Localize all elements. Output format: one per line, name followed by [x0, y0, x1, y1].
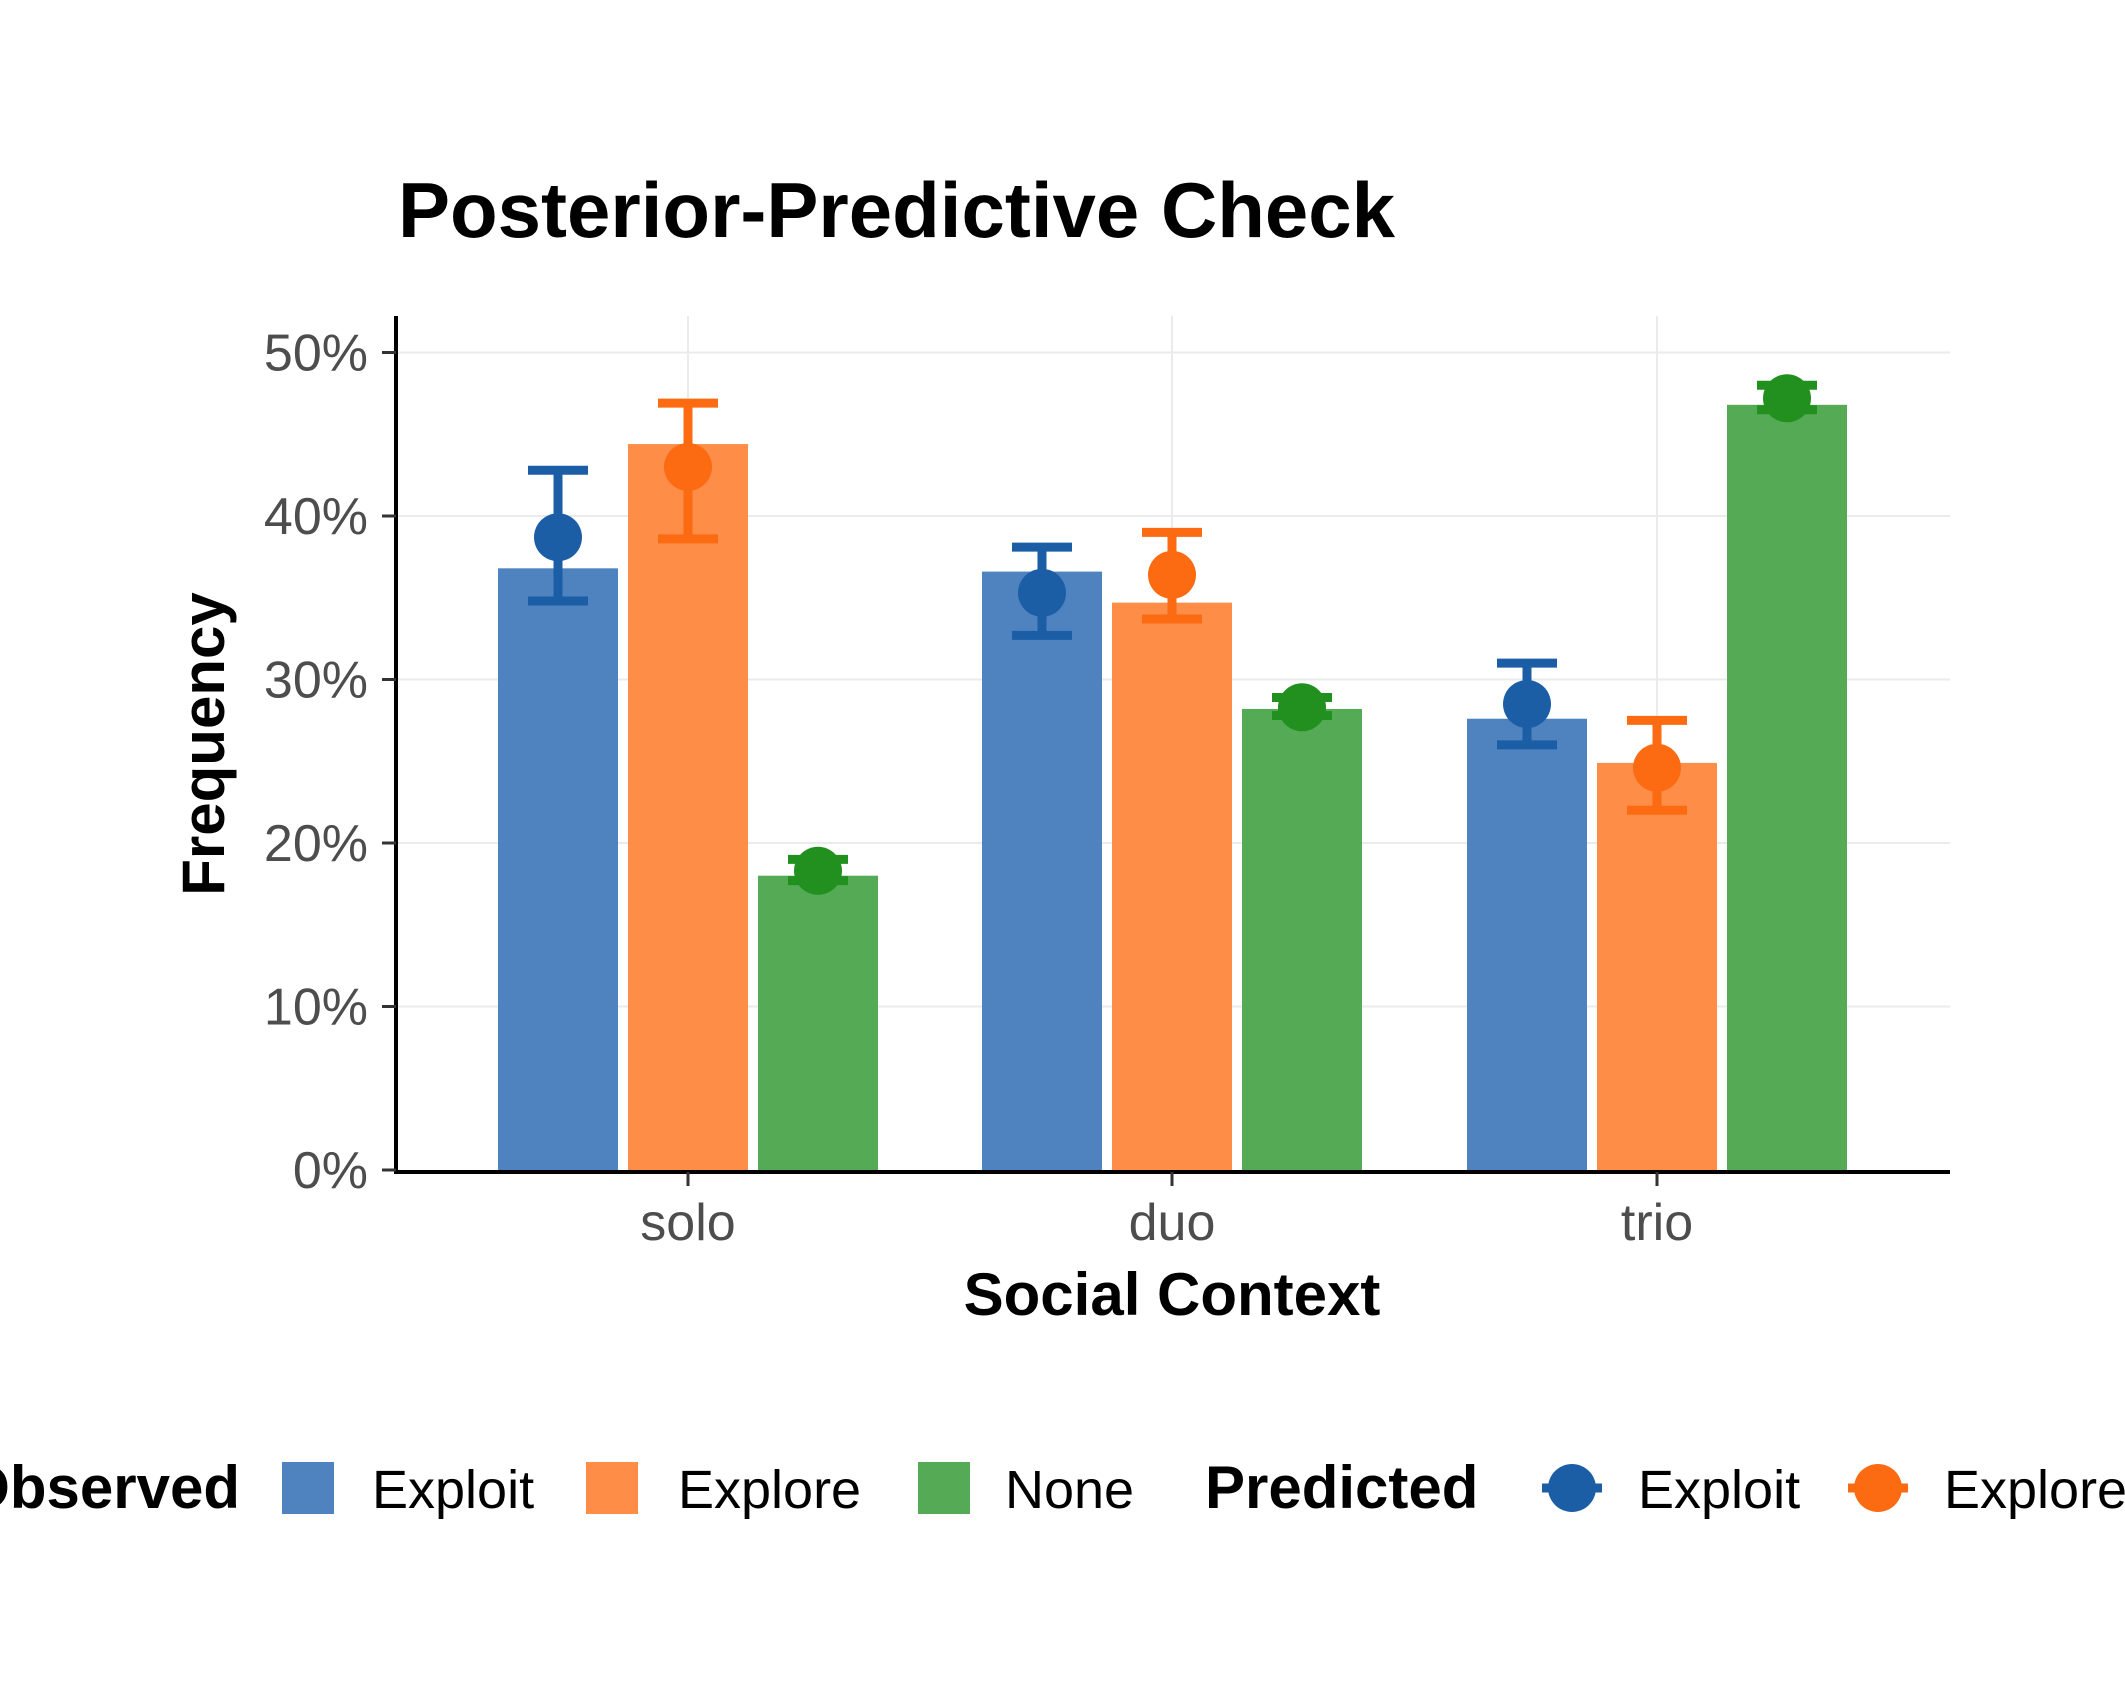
legend-key-observed-exploit [282, 1462, 334, 1514]
legend-key-observed-explore [586, 1462, 638, 1514]
point-predicted-explore-duo [1142, 527, 1202, 624]
observed-bars [498, 404, 1847, 1170]
point-marker [1633, 743, 1681, 792]
point-marker [1503, 680, 1551, 729]
x-tick-label-duo: duo [1129, 1194, 1216, 1252]
predicted-points [528, 374, 1817, 895]
bar-observed-exploit-solo [498, 568, 618, 1170]
y-tick-label: 50% [264, 325, 368, 383]
legend-label-predicted-exploit: Exploit [1638, 1460, 1800, 1520]
legend-key-observed-none [918, 1462, 970, 1514]
bar-observed-none-solo [758, 875, 878, 1170]
y-tick-label: 10% [264, 979, 368, 1037]
legend-label-observed-exploit: Exploit [372, 1460, 534, 1520]
bar-observed-exploit-duo [982, 571, 1102, 1170]
legend-label-observed-explore: Explore [678, 1460, 861, 1520]
legend: Observed Exploit Explore None Predicted Explo… [0, 1454, 2125, 1521]
bar-observed-explore-solo [628, 444, 748, 1170]
y-axis-title: Frequency [170, 592, 237, 896]
bar-observed-none-trio [1727, 404, 1847, 1170]
legend-key-predicted-exploit [1542, 1464, 1602, 1512]
chart-title: Posterior-Predictive Check [398, 166, 1396, 254]
point-marker [1018, 568, 1066, 617]
bar-observed-explore-duo [1112, 602, 1232, 1170]
y-tick-label: 0% [293, 1142, 368, 1200]
point-marker [664, 442, 712, 491]
y-ticks: 0% 10% 20% 30% 40% 50% [264, 325, 396, 1200]
legend-key-predicted-explore [1848, 1464, 1908, 1512]
bar-observed-none-duo [1242, 708, 1362, 1170]
point-predicted-exploit-duo [1012, 542, 1072, 640]
y-tick-label: 30% [264, 652, 368, 710]
point-predicted-exploit-trio [1497, 658, 1557, 750]
point-marker [1278, 683, 1326, 732]
point-marker [1763, 374, 1811, 423]
point-marker [1148, 550, 1196, 599]
x-tick-label-solo: solo [640, 1194, 735, 1252]
y-tick-label: 20% [264, 815, 368, 873]
point-marker [534, 513, 582, 562]
point-predicted-none-solo [788, 846, 848, 895]
point-marker [794, 846, 842, 895]
bar-observed-exploit-trio [1467, 718, 1587, 1170]
legend-label-predicted-explore: Explore [1944, 1460, 2125, 1520]
x-ticks: solo duo trio [640, 1172, 1693, 1252]
point-predicted-explore-trio [1627, 715, 1687, 815]
legend-title-predicted: Predicted [1205, 1454, 1478, 1521]
legend-title-observed: Observed [0, 1454, 240, 1521]
point-predicted-exploit-solo [528, 465, 588, 606]
x-tick-label-trio: trio [1621, 1194, 1693, 1252]
x-axis-title: Social Context [964, 1261, 1381, 1328]
bar-observed-explore-trio [1597, 762, 1717, 1170]
point-predicted-none-trio [1757, 374, 1817, 423]
point-predicted-none-duo [1272, 683, 1332, 732]
point-predicted-explore-solo [658, 398, 718, 544]
legend-label-observed-none: None [1005, 1460, 1134, 1520]
y-tick-label: 40% [264, 488, 368, 546]
